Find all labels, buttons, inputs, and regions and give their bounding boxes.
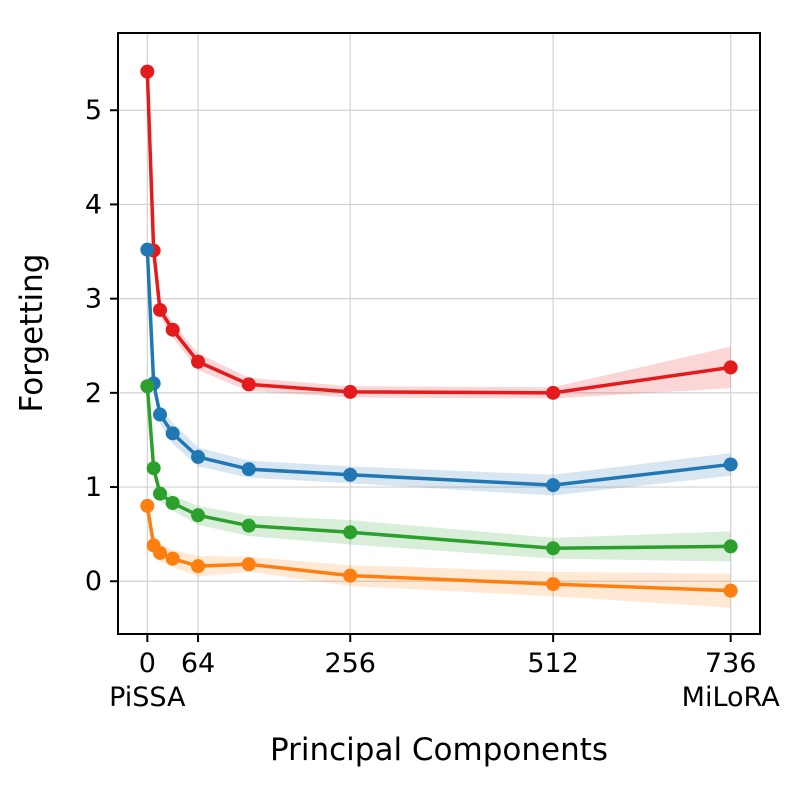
x-tick-label: 256 — [324, 648, 376, 679]
tick-labels: 0 64 256 512 736 0 1 2 3 4 5 PiSSA MiLoRA — [85, 95, 780, 713]
x-tick-label: 736 — [705, 648, 757, 679]
x-axis-label: Principal Components — [270, 732, 608, 768]
y-tick-label: 2 — [85, 378, 102, 409]
y-tick-label: 1 — [85, 472, 102, 503]
x-tick-label: 64 — [181, 648, 215, 679]
x-tick-label: 512 — [527, 648, 579, 679]
y-tick-label: 3 — [85, 284, 102, 315]
y-tick-label: 4 — [85, 189, 102, 220]
axes-box-and-ticks — [110, 32, 761, 642]
gridlines — [118, 33, 760, 634]
x-tick-sublabel: MiLoRA — [682, 682, 781, 713]
series-markers — [140, 64, 738, 598]
confidence-bands — [147, 66, 731, 608]
x-tick-sublabel: PiSSA — [109, 682, 186, 713]
y-tick-label: 0 — [85, 566, 102, 597]
x-tick-label: 0 — [139, 648, 156, 679]
y-axis-label: Forgetting — [14, 254, 50, 413]
y-tick-label: 5 — [85, 95, 102, 126]
